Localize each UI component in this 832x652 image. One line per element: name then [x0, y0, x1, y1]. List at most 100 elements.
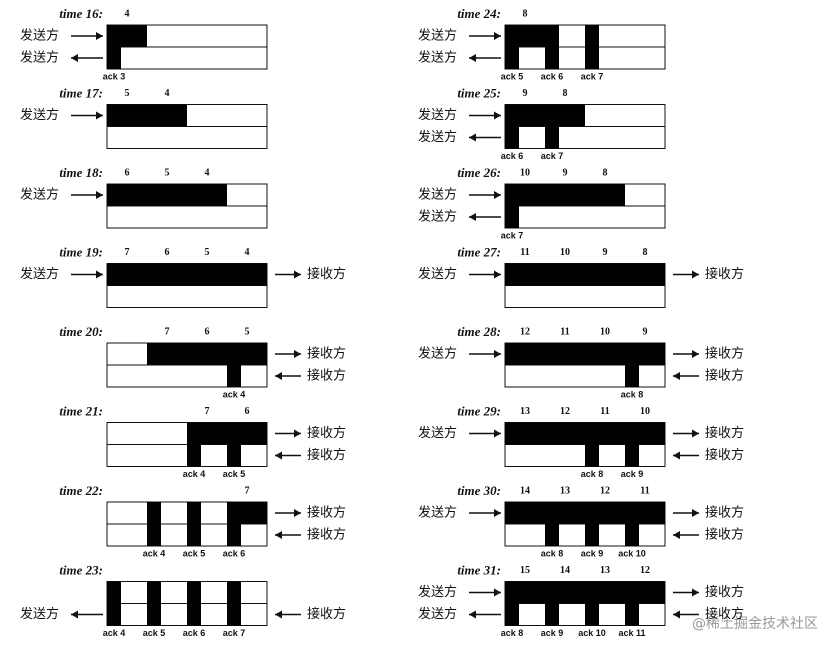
packet [147, 104, 187, 127]
time-label: time 24: [457, 6, 501, 21]
ack [585, 581, 599, 626]
ack-label: ack 5 [143, 628, 166, 638]
packet-number: 9 [643, 326, 648, 337]
packet [585, 184, 625, 206]
sender-label: 发送方 [418, 187, 457, 203]
packet [545, 184, 585, 206]
ack-label: ack 3 [103, 71, 126, 81]
time-label: time 30: [457, 483, 501, 498]
arrow-head [494, 32, 501, 40]
arrow-head [692, 509, 699, 517]
sender-label: 发送方 [20, 50, 59, 66]
pipe-bottom [106, 364, 268, 388]
arrow-head [275, 372, 282, 380]
packet [187, 184, 227, 206]
arrow-head [294, 350, 301, 358]
arrow-head [275, 451, 282, 460]
pipe-bottom [504, 126, 666, 149]
arrow-head [673, 610, 680, 619]
packet-number: 6 [245, 406, 250, 417]
arrow-head [673, 531, 680, 539]
ack-label: ack 7 [541, 151, 564, 161]
packet-number: 9 [563, 167, 568, 178]
arrow-head [71, 610, 78, 619]
receiver-label: 接收方 [705, 266, 744, 282]
packet-number: 6 [205, 326, 210, 337]
pipe-bottom [504, 364, 666, 388]
pipe-bottom [106, 285, 268, 308]
packet-number: 8 [563, 88, 568, 99]
sender-label: 发送方 [418, 50, 457, 66]
ack-label: ack 9 [621, 469, 644, 479]
packet-number: 14 [560, 565, 570, 576]
ack [585, 25, 599, 69]
arrow-head [494, 350, 501, 358]
sender-label: 发送方 [20, 606, 59, 622]
ack-label: ack 6 [541, 71, 564, 81]
packet-number: 4 [125, 8, 130, 19]
packet-number: 8 [603, 167, 608, 178]
packet-number: 4 [245, 247, 250, 258]
packet-number: 8 [643, 247, 648, 258]
arrow-head [96, 32, 103, 40]
packet-number: 6 [125, 167, 130, 178]
receiver-label: 接收方 [307, 505, 346, 521]
sender-label: 发送方 [20, 107, 59, 123]
arrow-head [469, 133, 476, 142]
receiver-label: 接收方 [307, 346, 346, 362]
packet-number: 11 [520, 247, 529, 258]
time-label: time 23: [59, 562, 103, 577]
packet [585, 263, 625, 286]
pipe-bottom [106, 126, 268, 149]
receiver-label: 接收方 [307, 527, 346, 543]
ack [107, 25, 121, 69]
ack-label: ack 8 [581, 469, 604, 479]
sender-label: 发送方 [418, 129, 457, 145]
packet-number: 10 [520, 167, 530, 178]
ack-label: ack 4 [143, 548, 166, 558]
ack [545, 502, 559, 546]
arrow-head [692, 270, 699, 279]
arrow-head [692, 350, 699, 358]
packet-number: 13 [600, 565, 610, 576]
packet [505, 263, 545, 286]
arrow-head [692, 429, 699, 438]
sender-label: 发送方 [418, 107, 457, 123]
ack [505, 104, 519, 149]
ack-label: ack 5 [223, 469, 246, 479]
time-label: time 27: [457, 244, 501, 259]
sender-label: 发送方 [418, 28, 457, 44]
arrow-head [275, 610, 282, 619]
ack [227, 343, 241, 387]
time-label: time 18: [59, 165, 103, 180]
sender-label: 发送方 [20, 266, 59, 282]
arrow-head [494, 270, 501, 279]
ack-label: ack 4 [223, 389, 246, 399]
packet-number: 4 [205, 167, 210, 178]
receiver-label: 接收方 [307, 368, 346, 384]
time-label: time 29: [457, 403, 501, 418]
arrow-head [469, 213, 476, 221]
ack [107, 581, 121, 626]
arrow-head [673, 451, 680, 460]
time-label: time 17: [59, 85, 103, 100]
packet [107, 184, 147, 206]
ack-label: ack 6 [223, 548, 246, 558]
packet-number: 13 [560, 485, 570, 496]
ack [625, 422, 639, 467]
arrow-head [494, 509, 501, 517]
time-label: time 21: [59, 403, 103, 418]
packet [505, 422, 545, 445]
packet-number: 12 [520, 326, 530, 337]
time-label: time 19: [59, 244, 103, 259]
ack-label: ack 5 [183, 548, 206, 558]
receiver-label: 接收方 [705, 425, 744, 441]
ack-label: ack 7 [581, 71, 604, 81]
packet-number: 9 [603, 247, 608, 258]
packet-number: 4 [165, 88, 170, 99]
receiver-label: 接收方 [705, 346, 744, 362]
time-label: time 26: [457, 165, 501, 180]
arrow-head [494, 588, 501, 597]
ack [187, 581, 201, 626]
arrow-head [96, 270, 103, 279]
